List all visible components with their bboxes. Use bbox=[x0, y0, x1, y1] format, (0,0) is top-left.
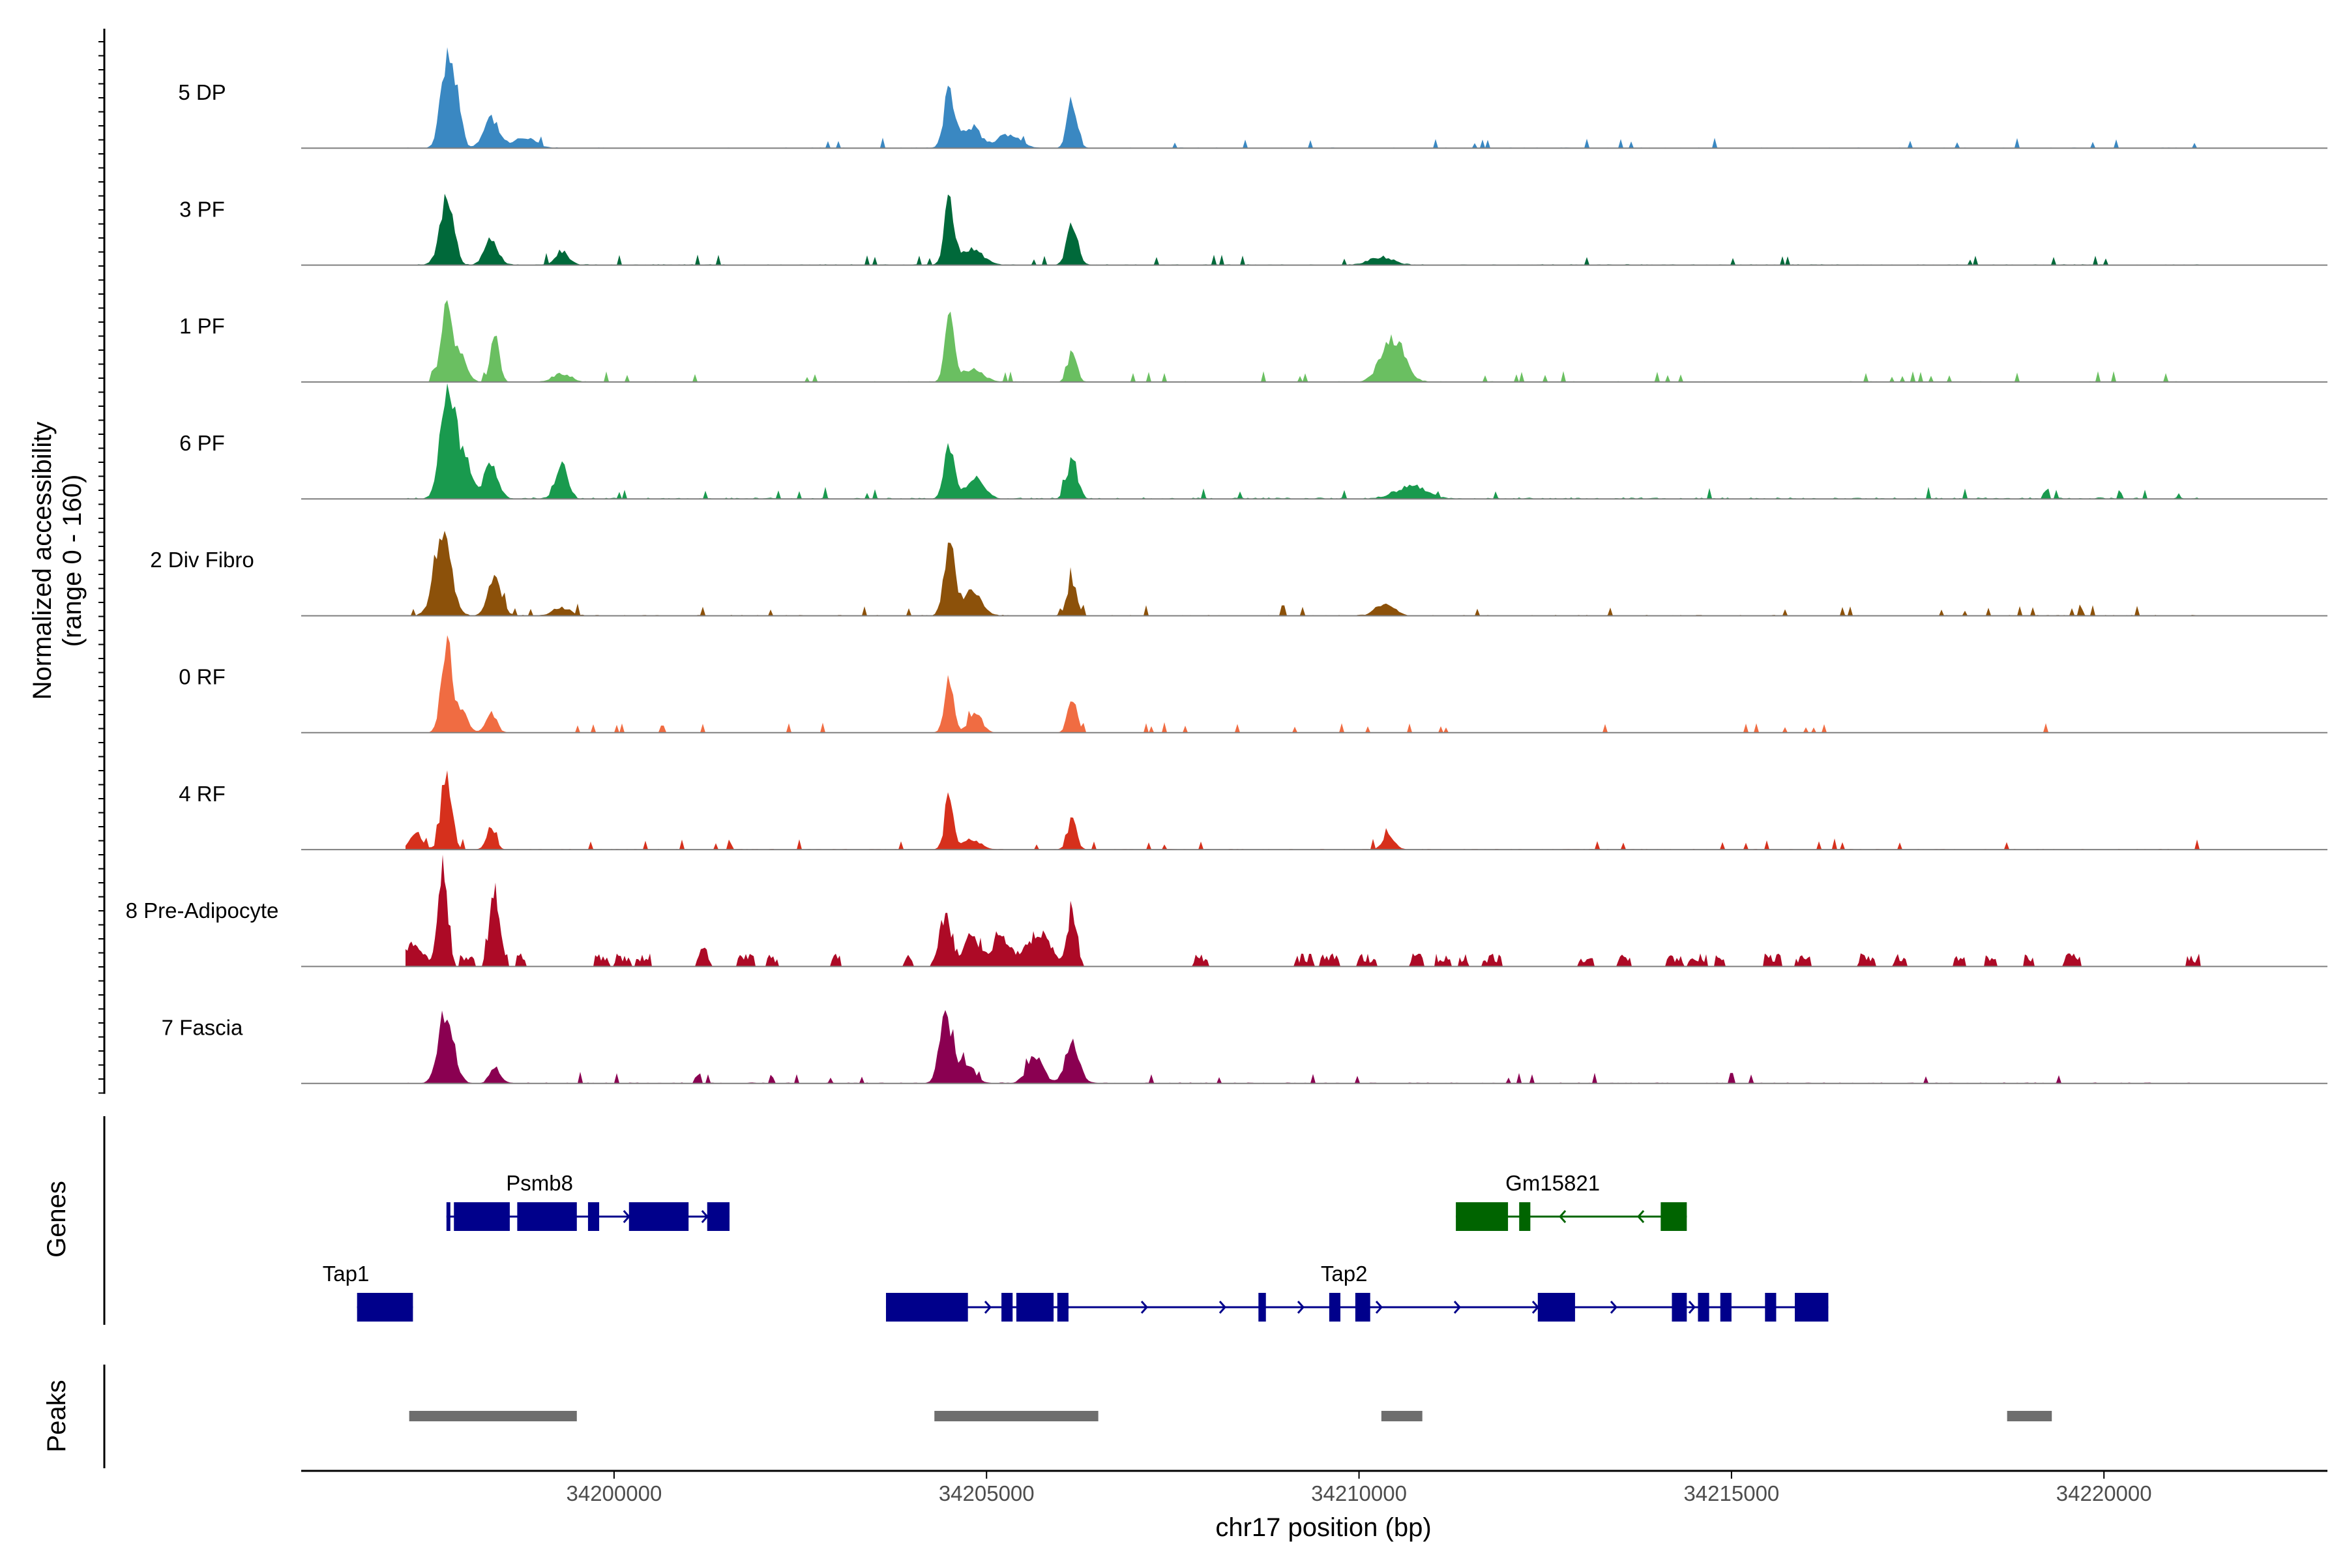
peaks-panel-label: Peaks bbox=[42, 1380, 71, 1452]
strand-arrow bbox=[1559, 1210, 1567, 1223]
coverage-area bbox=[406, 300, 2201, 382]
gene-exon bbox=[1016, 1293, 1054, 1322]
x-axis-label: chr17 position (bp) bbox=[1215, 1513, 1431, 1542]
gene-exon bbox=[1765, 1293, 1777, 1322]
gene-model: Psmb8 bbox=[446, 1171, 730, 1231]
peak-region bbox=[409, 1411, 577, 1421]
x-tick-label: 34210000 bbox=[1311, 1481, 1407, 1505]
coverage-area bbox=[406, 47, 2201, 149]
strand-arrow bbox=[1688, 1301, 1696, 1314]
track-label: 3 PF bbox=[179, 197, 225, 221]
gene-exon bbox=[1001, 1293, 1013, 1322]
gene-exon bbox=[1698, 1293, 1709, 1322]
strand-arrow bbox=[1610, 1301, 1617, 1314]
strand-arrow bbox=[1218, 1301, 1226, 1314]
coverage-track: 1 PF bbox=[179, 300, 2327, 383]
track-label: 5 DP bbox=[178, 80, 226, 104]
gene-label: Psmb8 bbox=[506, 1171, 573, 1195]
track-label: 1 PF bbox=[179, 314, 225, 338]
coverage-area bbox=[406, 1010, 2201, 1084]
strand-arrow bbox=[1297, 1301, 1305, 1314]
gene-label: Tap1 bbox=[323, 1262, 370, 1286]
coverage-track: 2 Div Fibro bbox=[150, 531, 2327, 617]
peak-region bbox=[1381, 1411, 1423, 1421]
strand-arrow bbox=[1453, 1301, 1461, 1314]
coverage-track: 5 DP bbox=[178, 47, 2327, 149]
strand-arrow bbox=[1375, 1301, 1383, 1314]
gene-exon bbox=[1456, 1202, 1509, 1231]
strand-arrow bbox=[1637, 1210, 1645, 1223]
accessibility-y-axis: Normalized accessibility (range 0 - 160) bbox=[28, 29, 106, 1094]
x-tick-label: 34200000 bbox=[566, 1481, 662, 1505]
gene-exon bbox=[628, 1202, 689, 1231]
track-label: 4 RF bbox=[179, 782, 226, 806]
coverage-area bbox=[406, 383, 2201, 499]
track-label: 0 RF bbox=[179, 665, 226, 689]
gene-exon bbox=[1355, 1293, 1370, 1322]
coverage-area bbox=[406, 770, 2201, 850]
coverage-track: 4 RF bbox=[179, 770, 2327, 851]
gene-exon bbox=[1720, 1293, 1732, 1322]
coverage-area bbox=[406, 531, 2201, 616]
gene-exon bbox=[1537, 1293, 1575, 1322]
track-label: 7 Fascia bbox=[162, 1015, 243, 1039]
coverage-track: 8 Pre-Adipocyte bbox=[126, 854, 2327, 968]
gene-model: Tap2 bbox=[885, 1262, 1829, 1322]
y-axis-label-line2: (range 0 - 160) bbox=[58, 475, 87, 647]
peak-region bbox=[2007, 1411, 2052, 1421]
gene-exon bbox=[517, 1202, 577, 1231]
x-tick-label: 34220000 bbox=[2056, 1481, 2152, 1505]
gene-exon bbox=[587, 1202, 600, 1231]
gene-exon bbox=[1661, 1202, 1687, 1231]
coverage-area bbox=[406, 635, 2201, 733]
gene-exon bbox=[707, 1202, 730, 1231]
position-x-axis: chr17 position (bp) 34200000 34205000 3421… bbox=[301, 1470, 2327, 1542]
strand-arrow bbox=[984, 1301, 992, 1314]
strand-arrow bbox=[1140, 1301, 1148, 1314]
coverage-track: 7 Fascia bbox=[162, 1010, 2327, 1084]
peak-region bbox=[934, 1411, 1099, 1421]
gene-label: Gm15821 bbox=[1505, 1171, 1600, 1195]
gene-exon bbox=[1057, 1293, 1069, 1322]
gene-exon bbox=[1795, 1293, 1829, 1322]
gene-exon bbox=[357, 1293, 413, 1322]
gene-exon bbox=[1519, 1202, 1531, 1231]
coverage-area bbox=[406, 854, 2201, 967]
coverage-track: 0 RF bbox=[179, 635, 2327, 733]
coverage-area bbox=[406, 194, 2201, 265]
track-label: 6 PF bbox=[179, 431, 225, 455]
gene-exon bbox=[885, 1293, 968, 1322]
gene-model: Gm15821 bbox=[1456, 1171, 1687, 1231]
gene-exon bbox=[454, 1202, 510, 1231]
coverage-track: 6 PF bbox=[179, 383, 2327, 500]
gene-model: Tap1 bbox=[323, 1262, 413, 1322]
peaks-track: Peaks bbox=[42, 1365, 2052, 1468]
genes-panel-label: Genes bbox=[42, 1181, 71, 1258]
track-label: 8 Pre-Adipocyte bbox=[126, 898, 279, 923]
gene-exon bbox=[1329, 1293, 1340, 1322]
gene-label: Tap2 bbox=[1321, 1262, 1368, 1286]
gene-annotation-track: Genes Psmb8 Gm15821 Tap1 Tap2 bbox=[42, 1116, 1829, 1325]
track-label: 2 Div Fibro bbox=[150, 548, 254, 572]
gene-exon bbox=[1672, 1293, 1687, 1322]
x-tick-label: 34215000 bbox=[1683, 1481, 1779, 1505]
coverage-track: 3 PF bbox=[179, 194, 2327, 266]
gene-exon bbox=[1258, 1293, 1266, 1322]
gene-exon bbox=[446, 1202, 450, 1231]
x-tick-label: 34205000 bbox=[939, 1481, 1035, 1505]
coverage-tracks: 5 DP 3 PF 1 PF 6 PF 2 Div Fibro 0 RF 4 RF 8 Pre… bbox=[126, 47, 2327, 1084]
y-axis-label-line1: Normalized accessibility bbox=[28, 422, 57, 700]
